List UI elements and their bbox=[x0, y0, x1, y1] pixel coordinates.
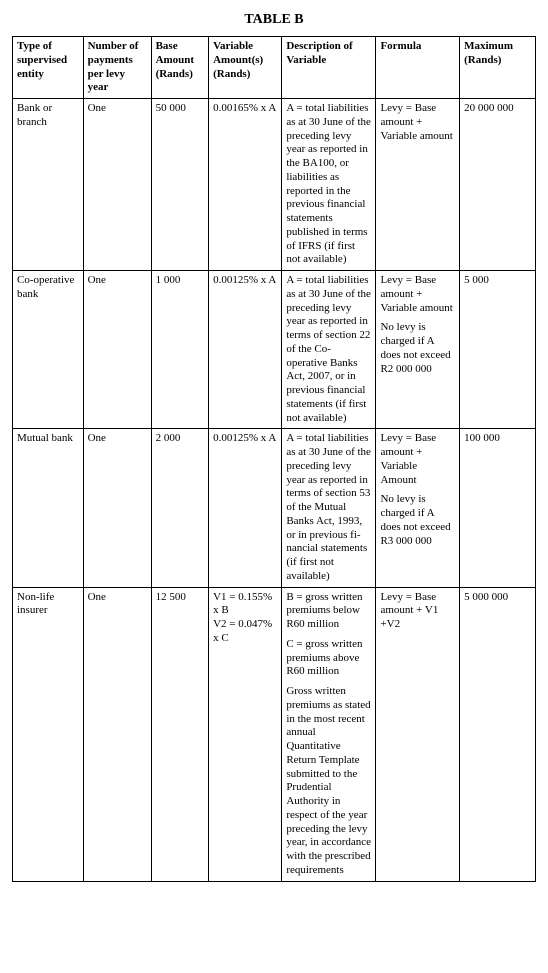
header-base: Base Amount (Rands) bbox=[151, 37, 209, 99]
cell-description-para: B = gross written pre­miums below R60 mi… bbox=[286, 591, 371, 632]
cell-base: 1 000 bbox=[151, 271, 209, 429]
cell-formula-para: No levy is charged if A does not ex­ceed… bbox=[380, 493, 455, 548]
header-description: Description of Variable bbox=[282, 37, 376, 99]
cell-type: Bank or branch bbox=[13, 99, 84, 271]
cell-variable: 0.00125% x A bbox=[209, 429, 282, 587]
cell-description: B = gross written pre­miums below R60 mi… bbox=[282, 587, 376, 881]
cell-description-para: Gross written premiums as stated in the … bbox=[286, 685, 371, 878]
cell-maximum: 100 000 bbox=[460, 429, 536, 587]
cell-payments: One bbox=[83, 429, 151, 587]
header-maximum: Maximum (Rands) bbox=[460, 37, 536, 99]
cell-type: Non-life insurer bbox=[13, 587, 84, 881]
cell-description: A = total liabilities as at 30 June of t… bbox=[282, 271, 376, 429]
cell-description-para: A = total liabilities as at 30 June of t… bbox=[286, 432, 371, 583]
cell-variable: 0.00125% x A bbox=[209, 271, 282, 429]
table-row: Mutual bankOne2 0000.00125% x AA = total… bbox=[13, 429, 536, 587]
header-formula: Formula bbox=[376, 37, 460, 99]
cell-formula-para: Levy = Base amount + Variable Amount bbox=[380, 432, 455, 487]
cell-formula: Levy = Base amount + Variable Amount No l… bbox=[376, 429, 460, 587]
cell-variable-line: V1 = 0.155% x B bbox=[213, 591, 277, 619]
cell-formula-para: No levy is charged if A does not ex­ceed… bbox=[380, 321, 455, 376]
cell-maximum: 5 000 bbox=[460, 271, 536, 429]
cell-variable: 0.00165% x A bbox=[209, 99, 282, 271]
cell-base: 50 000 bbox=[151, 99, 209, 271]
header-type: Type of supervised entity bbox=[13, 37, 84, 99]
cell-maximum: 20 000 000 bbox=[460, 99, 536, 271]
cell-payments: One bbox=[83, 271, 151, 429]
table-row: Non-life insurerOne12 500V1 = 0.155% x B… bbox=[13, 587, 536, 881]
cell-description-para: A = total liabilities as at 30 June of t… bbox=[286, 102, 371, 267]
cell-description: A = total liabilities as at 30 June of t… bbox=[282, 429, 376, 587]
cell-formula: Levy = Base amount + Variable amount bbox=[376, 99, 460, 271]
header-variable: Variable Amount(s) (Rands) bbox=[209, 37, 282, 99]
levy-table: Type of supervised entity Number of paym… bbox=[12, 36, 536, 882]
cell-description: A = total liabilities as at 30 June of t… bbox=[282, 99, 376, 271]
cell-description-para: C = gross written pre­miums above R60 mi… bbox=[286, 638, 371, 679]
cell-formula-para: Levy = Base amount + Variable amount bbox=[380, 274, 455, 315]
cell-type: Mutual bank bbox=[13, 429, 84, 587]
cell-payments: One bbox=[83, 99, 151, 271]
cell-maximum: 5 000 000 bbox=[460, 587, 536, 881]
table-title: TABLE B bbox=[12, 12, 536, 28]
table-row: Co-operative bankOne1 0000.00125% x AA =… bbox=[13, 271, 536, 429]
cell-base: 12 500 bbox=[151, 587, 209, 881]
cell-base: 2 000 bbox=[151, 429, 209, 587]
header-row: Type of supervised entity Number of paym… bbox=[13, 37, 536, 99]
cell-variable-line: V2 = 0.047% x C bbox=[213, 618, 277, 646]
cell-type: Co-operative bank bbox=[13, 271, 84, 429]
cell-description-para: A = total liabilities as at 30 June of t… bbox=[286, 274, 371, 425]
cell-payments: One bbox=[83, 587, 151, 881]
table-row: Bank or branchOne50 0000.00165% x AA = t… bbox=[13, 99, 536, 271]
cell-formula-para: Levy = Base amount + Variable amount bbox=[380, 102, 455, 143]
cell-formula: Levy = Base amount + Variable amount No l… bbox=[376, 271, 460, 429]
cell-variable: V1 = 0.155% x BV2 = 0.047% x C bbox=[209, 587, 282, 881]
cell-formula: Levy = Base amount + V1 +V2 bbox=[376, 587, 460, 881]
header-payments: Number of payments per levy year bbox=[83, 37, 151, 99]
cell-formula-para: Levy = Base amount + V1 +V2 bbox=[380, 591, 455, 632]
